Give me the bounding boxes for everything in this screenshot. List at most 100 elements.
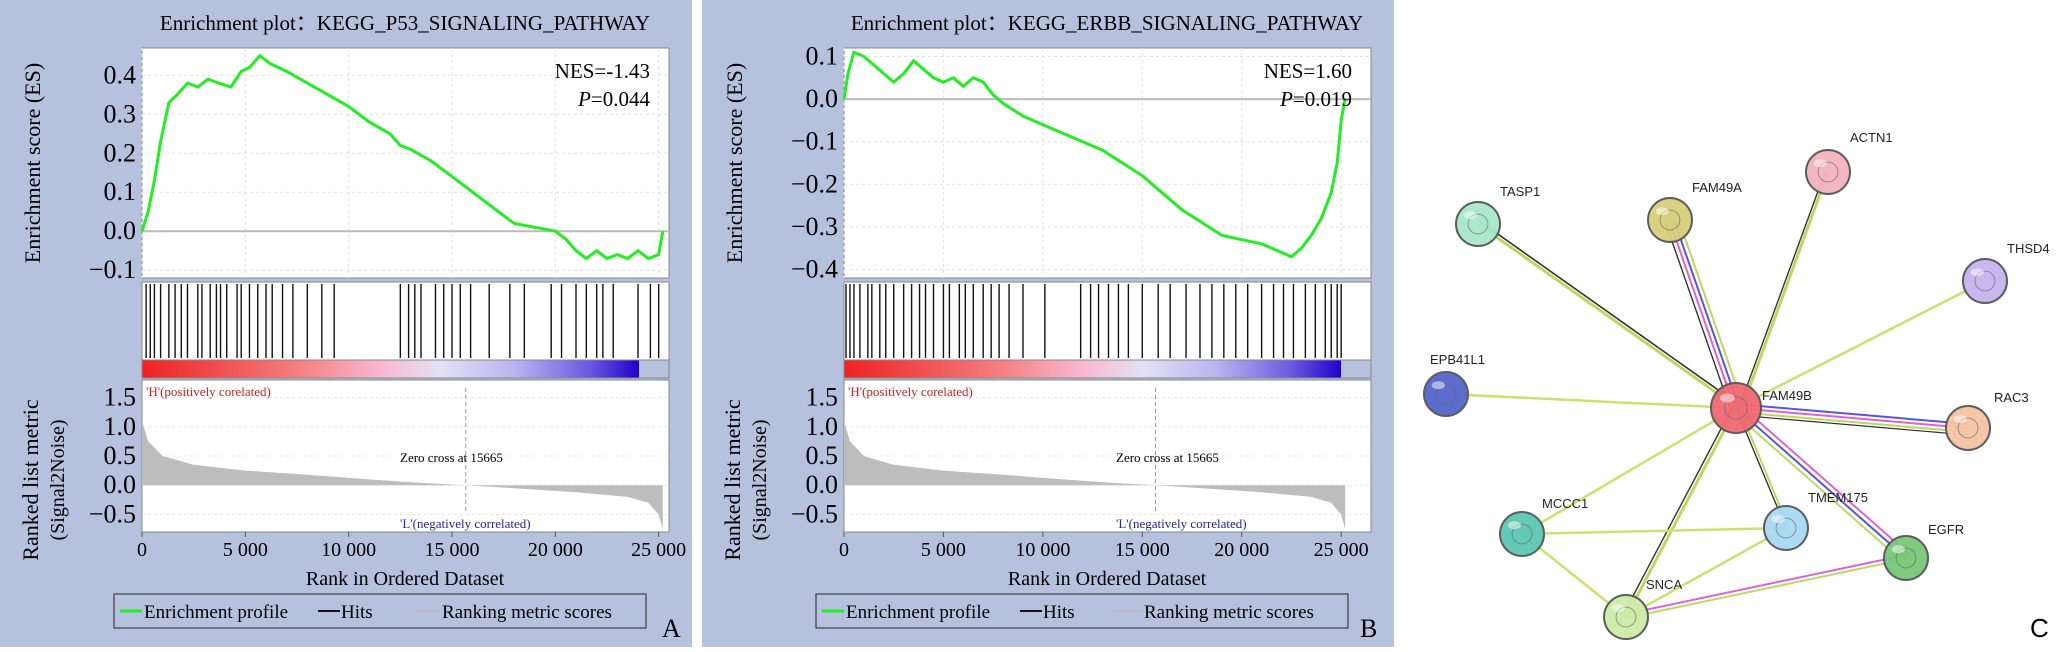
zero-cross-label: Zero cross at 15665 [400, 450, 503, 465]
x-ticks: 0 5 000 10 000 15 000 20 000 25 000 [137, 532, 686, 561]
node-structure-icon [1817, 161, 1839, 183]
ranking-plot: −0.50.00.51.01.5 'H'(positively corelate… [89, 379, 670, 533]
node-label: TMEM175 [1808, 490, 1868, 505]
es-plot: −0.4 −0.3 −0.2 −0.1 0.0 0.1 NES=1.60 P=0.019 [791, 42, 1372, 284]
ranking-plot: −0.50.00.51.01.5 'H'(positively corelate… [791, 379, 1372, 533]
node-highlight [1655, 207, 1669, 216]
node-structure-icon [1659, 209, 1681, 231]
edge-rac3-fam49b-3 [1735, 411, 1969, 433]
rank-ylabel-line2: (Signal2Noise) [749, 419, 771, 540]
legend-label-ranking: Ranking metric scores [442, 602, 612, 623]
ranking-y-tick-label: 0.5 [806, 441, 839, 470]
es-y-tick-label: −0.1 [89, 255, 136, 284]
x-tick-label: 10 000 [321, 539, 376, 561]
node-circle [1805, 149, 1851, 195]
legend: Enrichment profile Hits Ranking metric s… [815, 593, 1349, 629]
node-label: SNCA [1646, 577, 1682, 592]
node-circle [1763, 505, 1809, 551]
ranking-y-tick-label: 0.5 [104, 441, 137, 470]
node-structure-icon [1724, 396, 1748, 420]
node-highlight [1719, 393, 1735, 403]
network-node-actn1[interactable]: ACTN1 [1805, 130, 1893, 195]
node-circle [1423, 371, 1469, 417]
p-value-annotation: P=0.019 [1279, 87, 1352, 111]
x-ticks: 0 5 000 10 000 15 000 20 000 25 000 [839, 532, 1369, 561]
es-y-tick-label: −0.2 [791, 169, 838, 198]
p-value: =0.044 [591, 87, 651, 111]
ranking-y-tick-label: 1.5 [104, 383, 137, 412]
x-tick-label: 0 [137, 539, 147, 561]
ranking-y-tick-label: 0.0 [104, 470, 137, 499]
node-highlight [1431, 381, 1445, 390]
network-node-fam49a[interactable]: FAM49A [1647, 180, 1742, 243]
rank-gradient-bar [844, 360, 1341, 378]
legend-box [815, 593, 1349, 629]
edge-egfr-fam49b-1 [1735, 407, 1907, 559]
legend-box [113, 593, 647, 629]
node-circle [1710, 382, 1762, 434]
negative-correlation-label: 'L'(negatively correlated) [1116, 516, 1247, 531]
node-structure-icon [1467, 213, 1489, 235]
p-value: =0.019 [1293, 87, 1352, 111]
node-structure-icon [1615, 606, 1637, 628]
network-node-epb41l1[interactable]: EPB41L1 [1423, 352, 1485, 417]
network-node-fam49b[interactable]: FAM49B [1710, 382, 1812, 434]
es-y-tick-label: 0.1 [104, 177, 137, 206]
hits-area [843, 281, 1372, 361]
hit-lines [145, 284, 660, 358]
node-highlight [1813, 159, 1827, 168]
rank-color-bar [843, 359, 1372, 379]
network-node-tasp1[interactable]: TASP1 [1455, 184, 1540, 247]
node-circle [1455, 201, 1501, 247]
x-tick-label: 15 000 [1115, 539, 1170, 561]
rank-ylabel-line1: Ranked list metric [18, 399, 43, 561]
edge-mccc1-fam49b [1521, 406, 1737, 536]
node-circle [1962, 258, 2008, 304]
rank-gradient-frame [141, 359, 670, 379]
p-label: P [1279, 87, 1293, 111]
ranking-y-tick-label: −0.5 [791, 499, 838, 528]
edge-snca-tmem175 [1625, 526, 1787, 619]
edge-snca-egfr-2 [1625, 558, 1907, 619]
network-node-snca[interactable]: SNCA [1603, 577, 1682, 640]
edge-egfr-fam49b-2 [1739, 404, 1911, 556]
node-label: TASP1 [1500, 184, 1540, 199]
node-structure-icon [1895, 547, 1917, 569]
edge-fam49a-fam49b-2 [1673, 219, 1739, 405]
node-label: EPB41L1 [1430, 352, 1485, 367]
hits-area [141, 281, 670, 361]
network-edges [1445, 171, 1986, 619]
es-y-tick-label: 0.0 [104, 216, 137, 245]
ranking-y-tick-label: 0.0 [806, 470, 839, 499]
node-label: FAM49B [1762, 388, 1812, 403]
es-y-ticks: −0.4 −0.3 −0.2 −0.1 0.0 0.1 [791, 42, 838, 284]
es-y-tick-label: 0.0 [806, 84, 839, 113]
node-structure-icon [1435, 383, 1457, 405]
chart-title: Enrichment plot：KEGG_ERBB_SIGNALING_PATH… [851, 11, 1363, 35]
edge-fam49a-fam49b-4 [1665, 223, 1731, 409]
network-node-rac3[interactable]: RAC3 [1945, 390, 2029, 451]
rank-ylabel-line2: (Signal2Noise) [47, 419, 69, 540]
panel-label: C [2030, 613, 2049, 643]
node-highlight [1463, 211, 1477, 220]
nes-annotation: NES=-1.43 [555, 59, 650, 83]
edge-thsd4-fam49b [1735, 279, 1986, 410]
positive-correlation-label: 'H'(positively corelated) [146, 384, 271, 399]
enrichment-profile-line [140, 53, 665, 261]
es-y-tick-label: −0.4 [791, 254, 838, 283]
ranking-y-tick-label: 1.5 [806, 383, 839, 412]
network-node-thsd4[interactable]: THSD4 [1962, 241, 2050, 304]
network-node-tmem175[interactable]: TMEM175 [1763, 490, 1868, 551]
node-circle [1883, 535, 1929, 581]
x-tick-label: 20 000 [528, 539, 583, 561]
edge-egfr-fam49b-3 [1731, 410, 1903, 562]
node-highlight [1771, 515, 1785, 524]
es-y-ticks: −0.1 0.0 0.1 0.2 0.3 0.4 [89, 60, 136, 284]
legend-label-hits: Hits [1043, 602, 1075, 623]
network-node-egfr[interactable]: EGFR [1883, 522, 1964, 581]
network-node-mccc1[interactable]: MCCC1 [1499, 496, 1588, 557]
node-label: MCCC1 [1542, 496, 1588, 511]
es-ylabel: Enrichment score (ES) [722, 63, 747, 263]
es-y-tick-label: 0.3 [104, 99, 137, 128]
node-highlight [1970, 268, 1984, 277]
